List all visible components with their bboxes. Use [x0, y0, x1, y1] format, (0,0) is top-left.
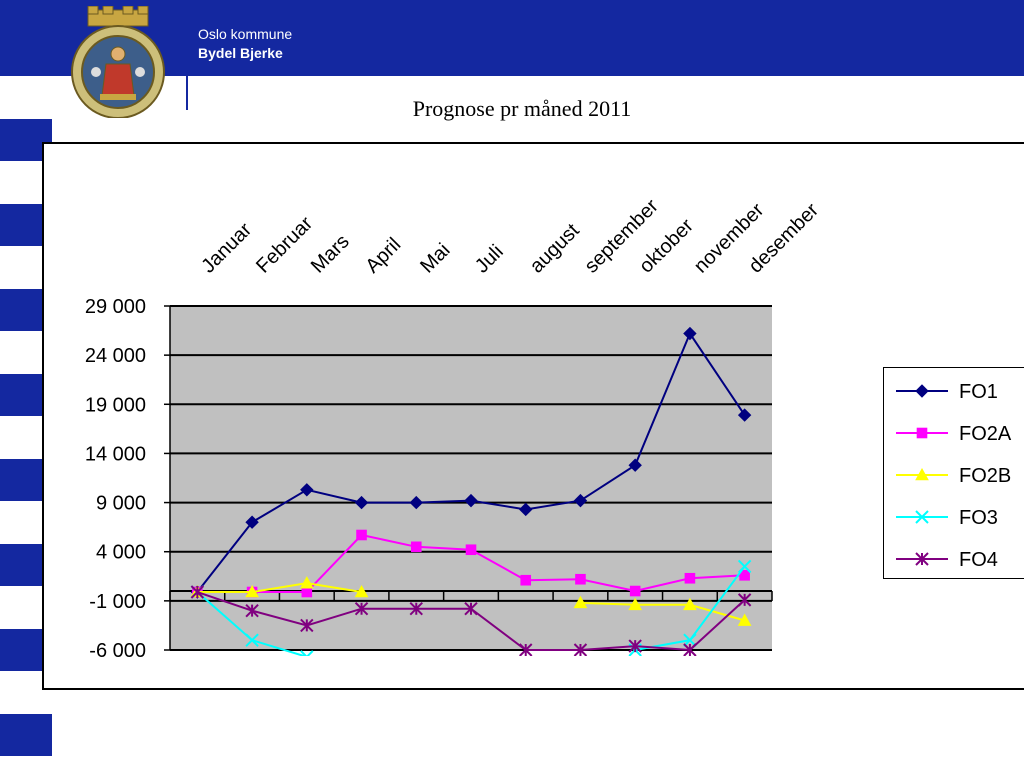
- legend-label-fo4: FO4: [959, 549, 998, 571]
- data-point-fo2a: [356, 529, 367, 541]
- data-point-fo4: [300, 618, 314, 633]
- header-bar: [0, 0, 1024, 76]
- data-point-fo2b: [683, 597, 697, 611]
- legend-marker-fo2a: [916, 427, 928, 439]
- data-point-fo2a: [410, 541, 422, 553]
- data-point-fo2a: [465, 544, 477, 556]
- y-tick-label: 14 000: [85, 443, 146, 465]
- data-point-fo2a: [739, 570, 750, 581]
- legend-marker-fo2b: [915, 467, 929, 481]
- data-point-fo1: [354, 495, 369, 510]
- y-tick-label: 4 000: [96, 542, 146, 564]
- legend-label-fo1: FO1: [959, 381, 998, 403]
- data-point-fo1: [573, 493, 588, 508]
- data-point-fo3: [300, 650, 314, 656]
- x-tick-label: Februar: [252, 212, 317, 277]
- data-point-fo3: [683, 633, 697, 647]
- y-tick-label: -6 000: [89, 640, 146, 662]
- oslo-coat-of-arms-icon: [66, 5, 170, 119]
- y-tick-label: 19 000: [85, 394, 146, 416]
- data-point-fo4: [737, 593, 752, 607]
- x-tick-label: Mai: [416, 239, 454, 277]
- data-point-fo1: [464, 493, 478, 508]
- legend-label-fo2a: FO2A: [959, 423, 1012, 445]
- data-point-fo2b: [737, 613, 752, 626]
- y-tick-label: 9 000: [96, 493, 146, 515]
- data-point-fo1: [300, 483, 314, 497]
- data-point-fo2b: [573, 595, 588, 609]
- data-point-fo1: [245, 515, 259, 529]
- x-tick-label: Januar: [197, 218, 256, 277]
- data-point-fo4: [245, 603, 259, 618]
- data-point-fo3: [245, 633, 259, 647]
- data-point-fo4: [683, 643, 697, 656]
- x-tick-label: April: [362, 234, 406, 278]
- x-tick-label: Mars: [307, 231, 354, 278]
- legend-marker-fo4: [915, 552, 929, 566]
- x-tick-label: august: [526, 219, 584, 277]
- data-point-fo2a: [520, 574, 532, 586]
- data-point-fo4: [464, 602, 478, 616]
- data-point-fo1: [628, 458, 642, 472]
- data-point-fo1: [737, 408, 752, 422]
- header-divider: [186, 18, 188, 110]
- data-point-fo2b: [245, 584, 259, 598]
- data-point-fo2b: [299, 576, 314, 589]
- series-line-fo2b: [197, 582, 362, 594]
- y-tick-label: -1 000: [89, 591, 146, 613]
- org-name: Oslo kommune: [198, 26, 293, 42]
- data-point-fo4: [519, 643, 533, 656]
- district-name: Bydel Bjerke: [198, 45, 283, 61]
- data-point-fo1: [519, 502, 533, 517]
- y-tick-label: 29 000: [85, 296, 146, 318]
- legend-label-fo2b: FO2B: [959, 465, 1011, 487]
- data-point-fo1: [409, 495, 423, 510]
- data-point-fo2a: [684, 572, 696, 584]
- data-point-fo2a: [629, 585, 641, 597]
- data-point-fo1: [683, 326, 697, 341]
- org-label: Oslo kommune Bydel Bjerke: [198, 25, 292, 63]
- legend-marker-fo3: [915, 510, 929, 524]
- data-point-fo4: [628, 639, 642, 653]
- data-point-fo4: [573, 643, 588, 656]
- data-point-fo2b: [354, 584, 369, 598]
- y-tick-label: 24 000: [85, 345, 146, 367]
- legend-marker-fo1: [915, 384, 929, 398]
- data-point-fo2a: [301, 586, 313, 598]
- plot-area: [170, 306, 772, 650]
- data-point-fo3: [737, 559, 752, 574]
- data-point-fo4: [190, 585, 205, 599]
- legend-label-fo3: FO3: [959, 507, 998, 529]
- data-point-fo2a: [575, 573, 586, 585]
- data-point-fo4: [409, 602, 423, 616]
- data-point-fo4: [354, 602, 369, 616]
- x-tick-label: Juli: [471, 241, 508, 278]
- series-line-fo2b: [580, 601, 745, 622]
- slide-title: Prognose pr måned 2011: [412, 96, 632, 121]
- chart-legend: FO1 FO2A FO2B FO3 FO4: [883, 367, 1024, 579]
- data-point-fo2b: [628, 597, 643, 611]
